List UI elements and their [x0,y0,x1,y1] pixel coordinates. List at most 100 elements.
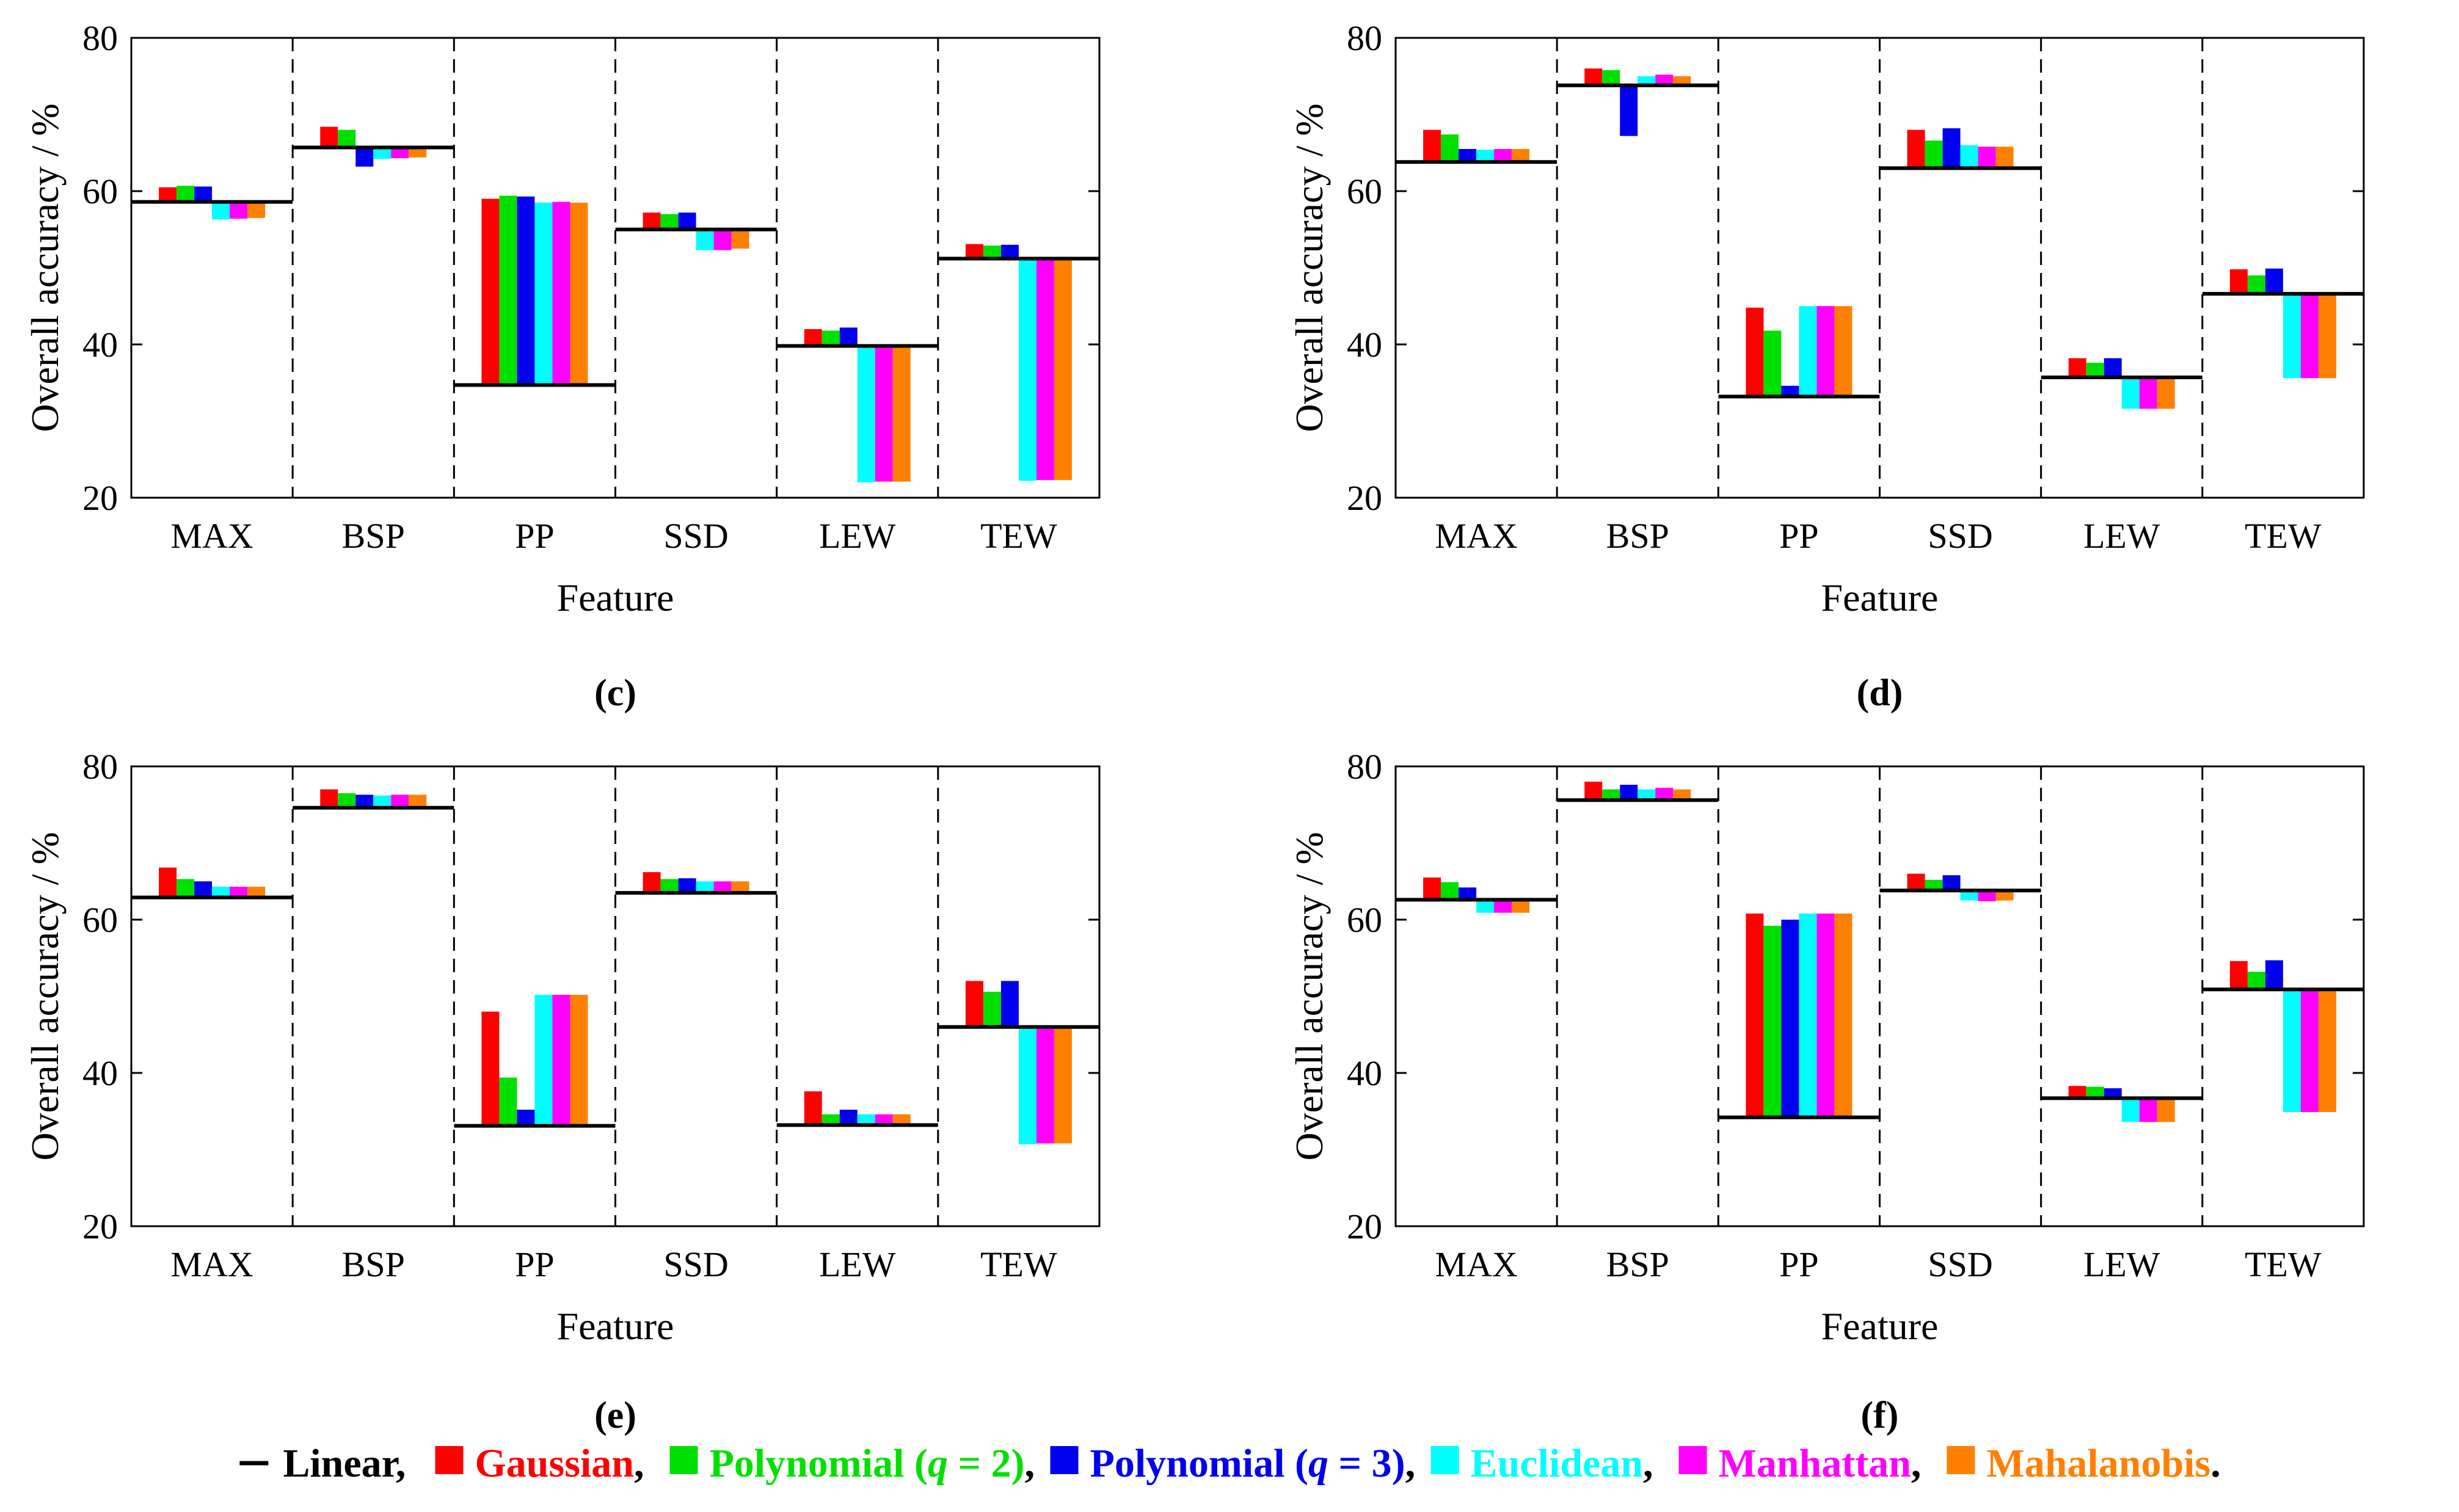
bar-gaussian-pp [1746,307,1764,397]
bar-polynomial-q-2-lew [2086,363,2104,377]
bar-euclidean-pp [1799,306,1817,397]
bar-mahalanobis-lew [2157,1098,2175,1122]
x-tick-label: BSP [1606,516,1669,556]
y-tick-label: 60 [82,172,118,211]
x-axis-label: Feature [557,1304,674,1348]
bar-polynomial-q-2-max [1441,882,1459,900]
bar-polynomial-q-3-pp [517,196,535,385]
bar-polynomial-q-2-lew [821,330,840,346]
bar-polynomial-q-3-max [1459,887,1477,900]
bar-gaussian-max [1423,129,1441,162]
bar-mahalanobis-tew [2318,294,2336,379]
bar-gaussian-tew [965,981,983,1027]
x-tick-label: MAX [170,1245,253,1284]
bar-euclidean-max [212,887,230,898]
x-tick-label: PP [1779,516,1819,556]
x-axis-label: Feature [1821,576,1939,619]
bar-manhattan-lew [2139,1098,2157,1122]
bar-mahalanobis-lew [892,346,911,482]
plot-frame [1394,37,2365,499]
bar-mahalanobis-ssd [1995,147,2014,169]
y-tick-label: 20 [82,478,118,518]
bar-polynomial-q-3-ssd [1942,128,1961,169]
x-tick-label: LEW [819,1245,896,1284]
legend-item-gaussian: Gaussian, [435,1441,644,1486]
bar-gaussian-tew [965,244,983,259]
bar-mahalanobis-max [247,887,266,898]
bar-polynomial-q-3-tew [2265,268,2283,294]
x-tick-label: MAX [1435,1245,1517,1284]
bar-euclidean-lew [857,1114,875,1125]
x-tick-label: MAX [1435,516,1517,556]
bar-gaussian-bsp [1584,782,1603,801]
bar-gaussian-ssd [1907,129,1925,169]
bar-gaussian-lew [2068,1086,2086,1099]
bar-manhattan-bsp [1655,75,1674,85]
bar-manhattan-lew [875,1114,893,1125]
bar-polynomial-q-2-tew [983,991,1001,1027]
bar-mahalanobis-max [247,202,266,218]
legend: Linear, Gaussian, Polynomial (q = 2), Polyn… [239,1441,2221,1486]
x-tick-label: SSD [1928,516,1992,556]
y-tick-label: 40 [82,1053,118,1093]
bar-polynomial-q-3-bsp [355,794,374,808]
x-tick-label: LEW [2083,516,2160,556]
bar-polynomial-q-3-lew [839,1110,858,1125]
legend-item-poly3: Polynomial (q = 3), [1050,1441,1416,1486]
bar-polynomial-q-2-tew [2247,275,2265,294]
chart-panel-d: MAX BSP PP SSD LEW TEW 20 40 60 80 Feature Overall … [1288,18,2365,714]
y-tick-label: 20 [1347,1207,1382,1246]
plot-frame [1394,765,2365,1227]
x-tick-label: BSP [1606,1245,1669,1284]
bar-polynomial-q-3-max [194,186,213,202]
bar-polynomial-q-2-tew [983,245,1001,259]
bar-mahalanobis-pp [1834,306,1852,397]
bar-mahalanobis-tew [1054,1027,1072,1144]
legend-label: Mahalanobis. [1986,1441,2220,1486]
bar-polynomial-q-3-bsp [1620,85,1638,136]
bar-manhattan-bsp [391,147,409,159]
bar-polynomial-q-2-tew [2247,972,2265,990]
panel-label: (f) [1861,1395,1899,1436]
x-tick-label: PP [515,516,555,556]
legend-swatch [1947,1446,1975,1474]
bar-manhattan-lew [2139,377,2157,409]
bar-manhattan-tew [1036,1027,1054,1144]
legend-label: Polynomial (q = 3), [1090,1441,1416,1486]
bar-polynomial-q-2-pp [499,1077,517,1126]
bar-mahalanobis-bsp [409,147,427,158]
y-tick-label: 20 [1347,478,1382,518]
bar-mahalanobis-pp [570,994,588,1126]
bar-polynomial-q-2-bsp [338,129,356,148]
bar-gaussian-bsp [1584,68,1603,85]
bar-polynomial-q-3-ssd [678,878,696,893]
bar-mahalanobis-pp [570,202,588,385]
bar-polynomial-q-3-tew [1000,244,1019,259]
bar-euclidean-ssd [696,229,714,250]
x-tick-label: LEW [819,516,896,556]
bar-polynomial-q-2-max [177,879,195,898]
bar-gaussian-bsp [320,789,338,808]
bar-mahalanobis-pp [1834,913,1852,1118]
bar-polynomial-q-2-ssd [1925,879,1943,891]
bar-polynomial-q-2-ssd [1925,140,1943,169]
bar-manhattan-pp [552,994,570,1126]
y-tick-label: 80 [1347,747,1382,787]
bar-polynomial-q-2-max [177,186,195,202]
y-tick-label: 80 [82,747,118,787]
bar-polynomial-q-2-ssd [660,879,679,893]
bar-euclidean-ssd [1960,890,1978,901]
bar-euclidean-lew [857,346,875,482]
bar-polynomial-q-2-pp [499,195,517,385]
bar-polynomial-q-2-lew [2086,1086,2104,1099]
bar-polynomial-q-3-ssd [1942,875,1961,891]
bar-manhattan-max [1494,900,1512,913]
bar-euclidean-max [212,202,230,220]
bar-mahalanobis-max [1512,900,1530,913]
legend-item-poly2: Polynomial (q = 2), [669,1441,1035,1486]
legend-swatch [1430,1446,1459,1474]
y-axis-label: Overall accuracy / % [23,832,67,1160]
legend-item-manhattan: Manhattan, [1678,1441,1921,1486]
x-tick-label: PP [1779,1245,1819,1284]
bar-polynomial-q-3-pp [1781,920,1799,1118]
